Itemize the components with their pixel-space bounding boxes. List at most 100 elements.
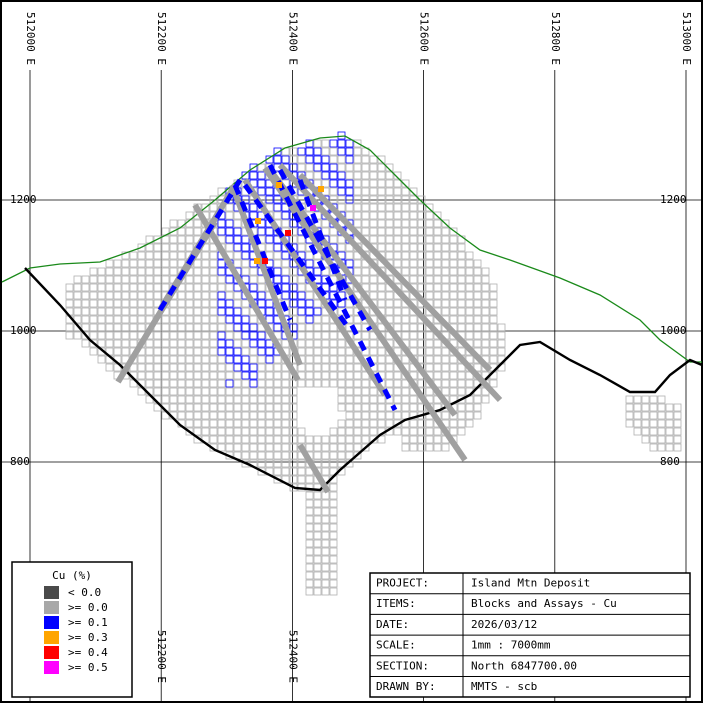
block bbox=[433, 347, 442, 356]
block bbox=[273, 403, 282, 412]
block bbox=[401, 219, 410, 228]
block bbox=[385, 299, 394, 308]
block bbox=[481, 347, 490, 356]
block bbox=[633, 419, 642, 428]
block bbox=[249, 171, 258, 180]
block bbox=[497, 347, 506, 356]
block bbox=[417, 235, 426, 244]
block bbox=[337, 179, 346, 188]
block bbox=[97, 299, 106, 308]
block bbox=[393, 203, 402, 212]
block bbox=[241, 267, 250, 276]
block bbox=[265, 427, 274, 436]
block bbox=[489, 315, 498, 324]
block bbox=[657, 403, 666, 412]
block bbox=[305, 331, 314, 340]
block bbox=[465, 323, 474, 332]
block bbox=[345, 371, 354, 380]
block bbox=[321, 155, 330, 164]
block bbox=[401, 267, 410, 276]
block bbox=[649, 395, 658, 404]
block bbox=[161, 355, 170, 364]
block bbox=[161, 339, 170, 348]
block bbox=[401, 235, 410, 244]
block bbox=[353, 195, 362, 204]
block bbox=[129, 315, 138, 324]
block bbox=[481, 299, 490, 308]
block bbox=[417, 339, 426, 348]
block bbox=[465, 275, 474, 284]
block bbox=[185, 363, 194, 372]
block bbox=[329, 163, 338, 172]
block bbox=[393, 387, 402, 396]
block bbox=[233, 219, 242, 228]
block bbox=[641, 403, 650, 412]
block bbox=[257, 403, 266, 412]
block bbox=[153, 283, 162, 292]
block bbox=[433, 227, 442, 236]
block bbox=[473, 339, 482, 348]
block bbox=[353, 443, 362, 452]
block bbox=[465, 299, 474, 308]
block bbox=[249, 387, 258, 396]
assay bbox=[255, 218, 261, 224]
info-label: SECTION: bbox=[376, 659, 429, 672]
block bbox=[273, 411, 282, 420]
legend-label: >= 0.1 bbox=[68, 616, 108, 629]
block bbox=[409, 219, 418, 228]
block bbox=[193, 267, 202, 276]
block bbox=[409, 203, 418, 212]
block bbox=[233, 315, 242, 324]
block bbox=[289, 235, 298, 244]
block bbox=[321, 379, 330, 388]
block bbox=[201, 395, 210, 404]
block bbox=[201, 339, 210, 348]
block bbox=[417, 243, 426, 252]
block bbox=[249, 419, 258, 428]
block bbox=[225, 443, 234, 452]
block bbox=[329, 483, 338, 492]
block bbox=[321, 579, 330, 588]
y-tick-label: 800 bbox=[10, 455, 30, 468]
block bbox=[217, 403, 226, 412]
block bbox=[457, 243, 466, 252]
block bbox=[257, 187, 266, 196]
block bbox=[369, 203, 378, 212]
block bbox=[89, 339, 98, 348]
block bbox=[329, 355, 338, 364]
block bbox=[81, 299, 90, 308]
block bbox=[321, 459, 330, 468]
block bbox=[353, 203, 362, 212]
block bbox=[129, 275, 138, 284]
block bbox=[361, 203, 370, 212]
block bbox=[297, 459, 306, 468]
block bbox=[177, 291, 186, 300]
block bbox=[273, 211, 282, 220]
block bbox=[297, 299, 306, 308]
block bbox=[305, 299, 314, 308]
block bbox=[313, 443, 322, 452]
block bbox=[169, 243, 178, 252]
block bbox=[209, 315, 218, 324]
block bbox=[385, 419, 394, 428]
block bbox=[169, 331, 178, 340]
block bbox=[161, 267, 170, 276]
block bbox=[209, 403, 218, 412]
block bbox=[225, 435, 234, 444]
x-tick-label: 512400 E bbox=[286, 12, 299, 65]
block bbox=[441, 371, 450, 380]
block bbox=[185, 379, 194, 388]
block bbox=[289, 155, 298, 164]
block bbox=[497, 331, 506, 340]
block bbox=[369, 411, 378, 420]
block bbox=[313, 299, 322, 308]
block bbox=[265, 195, 274, 204]
block bbox=[97, 283, 106, 292]
block bbox=[281, 435, 290, 444]
block bbox=[153, 291, 162, 300]
block bbox=[473, 395, 482, 404]
block bbox=[177, 331, 186, 340]
block bbox=[489, 283, 498, 292]
block bbox=[241, 251, 250, 260]
block bbox=[169, 355, 178, 364]
